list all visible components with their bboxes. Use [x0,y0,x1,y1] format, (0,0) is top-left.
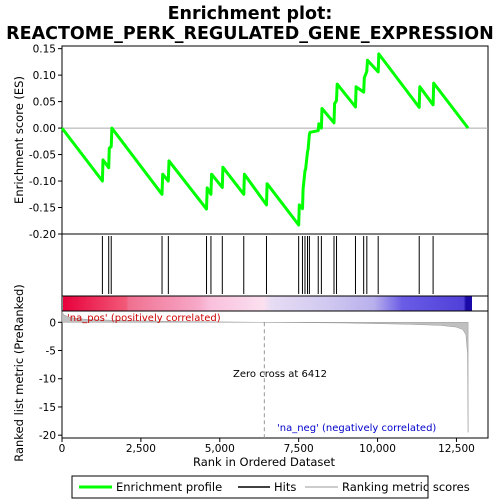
es-y-tick-label: 0.00 [33,123,56,135]
es-y-tick-label: 0.05 [33,97,56,109]
metric-y-tick-label: 0 [49,317,56,329]
es-y-axis-label: Enrichment score (ES) [12,76,26,204]
x-tick-label: 2,500 [126,443,156,455]
legend: Enrichment profile Hits Ranking metric s… [71,475,470,499]
gradient-strip [63,296,472,311]
pos-correlated-label: 'na_pos' (positively correlated) [67,313,221,324]
metric-y-axis-label: Ranked list metric (PreRanked) [12,284,26,462]
x-axis-label: Rank in Ordered Dataset [193,455,336,469]
metric-x-axis: 0 2,500 5,000 7,500 10,000 12,500 [59,438,475,455]
x-tick-label: 7,500 [284,443,314,455]
es-y-tick-label: 0.10 [33,70,56,82]
hits-panel [61,233,489,297]
es-y-tick-label: -0.10 [29,176,56,188]
x-tick-label: 0 [59,443,66,455]
metric-panel: 0 -5 -10 -15 -20 0 2,500 5,000 7,500 10,000 12,50… [12,284,489,469]
hit-lines [101,236,434,294]
metric-y-tick-label: -20 [39,430,56,442]
legend-hits-label: Hits [274,480,296,494]
x-tick-label: 5,000 [205,443,235,455]
metric-y-tick-label: -10 [39,374,56,386]
es-y-axis: -0.20 -0.15 -0.10 -0.05 0.00 0.05 0.10 0.15 [29,44,62,241]
zero-cross-label: Zero cross at 6412 [233,369,327,380]
chart-title-line1: Enrichment plot: [168,4,333,24]
metric-plot-frame [61,310,489,439]
ranking-metric-area [61,310,469,433]
es-plot-frame [61,45,489,235]
metric-y-axis: 0 -5 -10 -15 -20 [39,317,62,442]
es-y-tick-label: -0.20 [29,229,56,241]
rank-gradient-bar [61,295,489,312]
es-panel: -0.20 -0.15 -0.10 -0.05 0.00 0.05 0.10 0.15 Enr… [12,44,489,241]
metric-y-tick-label: -15 [39,402,56,414]
x-tick-label: 10,000 [359,443,396,455]
legend-enrichment-label: Enrichment profile [116,480,222,494]
es-y-tick-label: 0.15 [33,44,56,56]
hits-frame [61,233,489,297]
neg-correlated-label: 'na_neg' (negatively correlated) [277,423,436,434]
es-y-tick-label: -0.05 [29,150,56,162]
chart-title-line2: REACTOME_PERK_REGULATED_GENE_EXPRESSION [6,24,494,44]
x-tick-label: 12,500 [438,443,475,455]
legend-metric-label: Ranking metric scores [342,480,470,494]
enrichment-profile-line [60,52,470,227]
metric-y-tick-label: -5 [46,346,56,358]
es-y-tick-label: -0.15 [29,203,56,215]
